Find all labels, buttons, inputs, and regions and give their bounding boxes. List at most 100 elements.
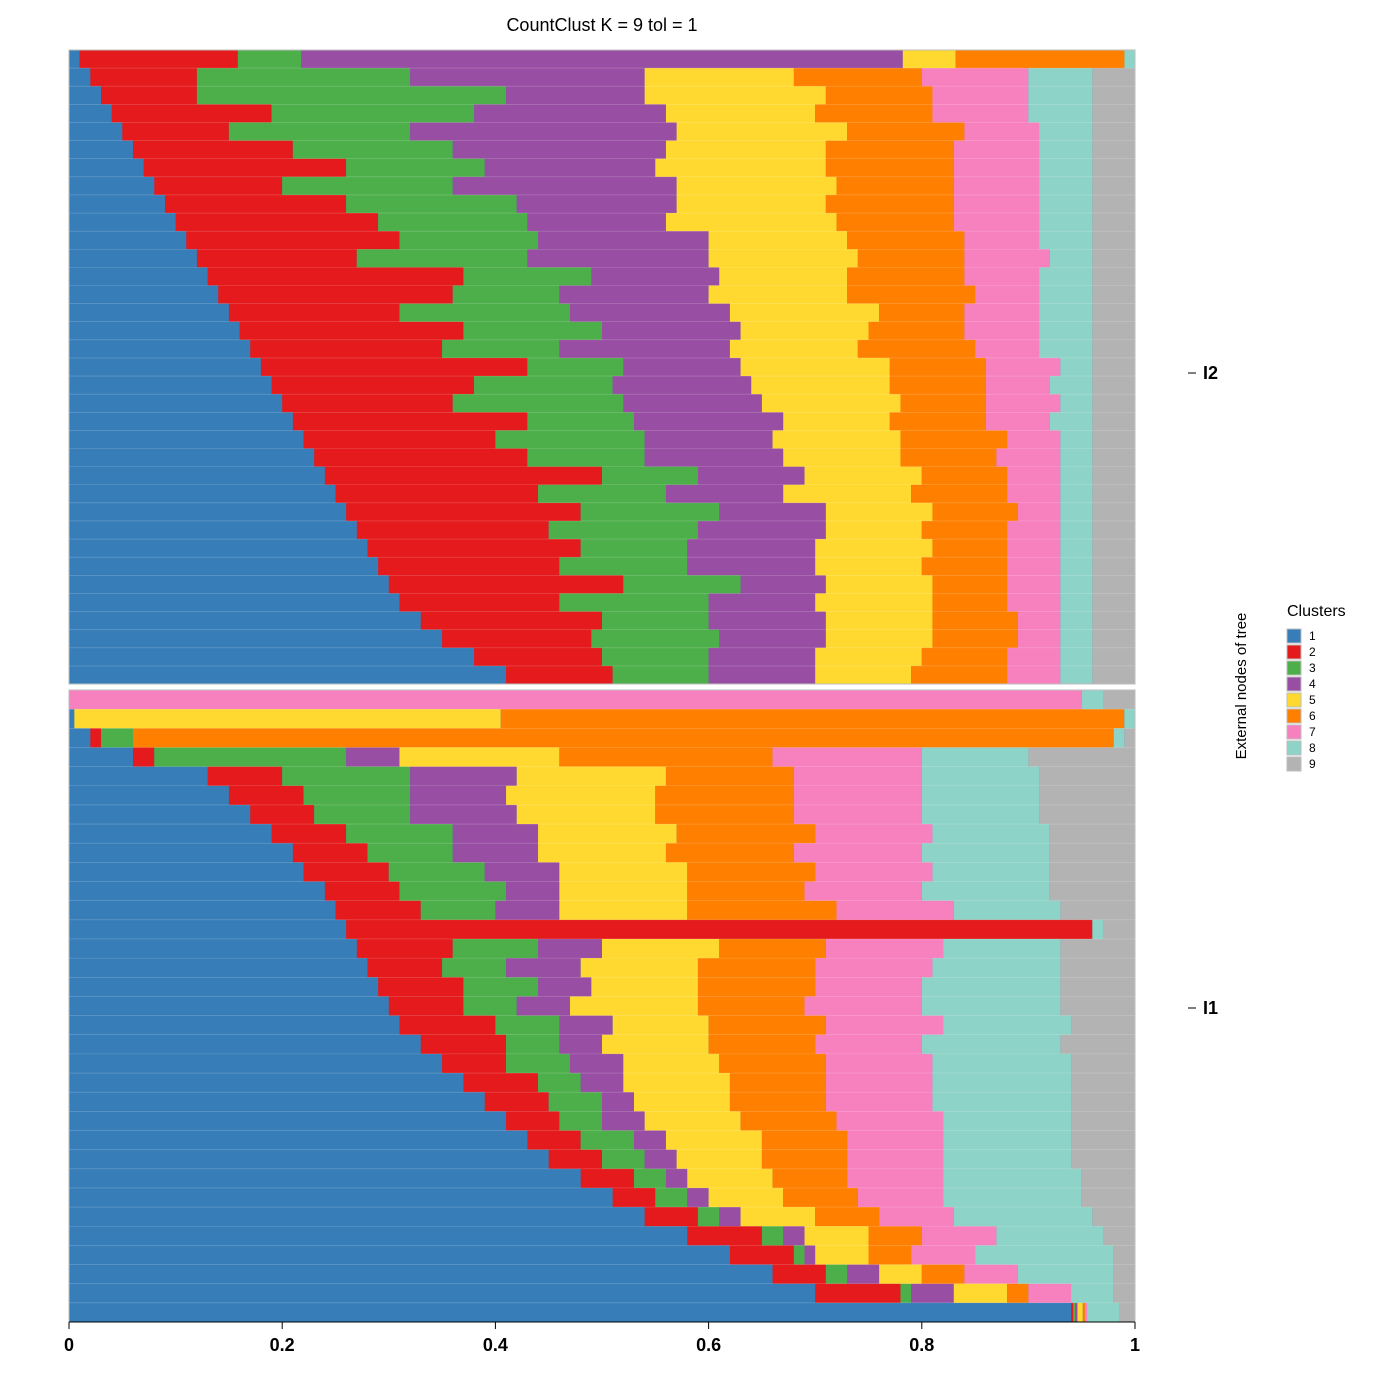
bar-segment [1060,520,1093,540]
bar-segment [1039,321,1093,341]
bar-segment [602,321,741,341]
legend-swatch [1286,740,1302,756]
bar-segment [825,575,933,594]
x-tick-label: 0.6 [696,1335,721,1355]
bar-segment [69,629,443,649]
bar-segment [69,303,229,323]
legend-label-9: 9 [1309,757,1316,771]
bar-segment [1081,1187,1135,1208]
bar-segment [955,50,1125,69]
bar-segment [69,996,389,1016]
legend-label-1: 1 [1309,629,1316,643]
bar-segment [932,1092,1072,1112]
bar-segment [729,1245,794,1265]
bar-segment [1092,213,1135,232]
bar-segment [911,665,1008,685]
bar-segment [527,357,624,377]
bar-segment [452,938,539,959]
bar-segment [953,1283,1008,1304]
bar-segment [69,448,315,468]
bar-segment [665,766,794,787]
bar-segment [847,1130,944,1151]
bar-segment [1092,158,1135,178]
bar-segment [815,862,933,882]
bar-segment [132,140,293,160]
x-tick-label: 0.2 [270,1335,295,1355]
bar-segment [74,709,501,729]
bar-segment [1092,176,1135,196]
bar-segment [825,86,933,105]
bar-segment [164,194,347,214]
bar-segment [69,747,133,767]
bar-segment [516,194,677,214]
bar-segment [793,804,922,825]
bar-segment [1028,86,1093,105]
bar-segment [559,285,709,304]
bar-segment [932,539,1008,558]
bar-segment [1060,611,1093,631]
bar-segment [239,321,464,341]
bar-segment [975,339,1040,359]
bar-segment [793,843,922,863]
bar-segment [953,176,1040,196]
bar-segment [69,709,75,729]
bar-segment [676,1149,762,1170]
bar-segment [1071,1149,1135,1170]
bar-segment [1049,376,1093,395]
bar-segment [847,122,965,141]
bar-segment [1124,50,1135,69]
x-tick-label: 0.8 [909,1335,934,1355]
bar-segment [132,747,155,767]
bar-segment [932,575,1008,594]
bar-segment [399,231,539,250]
bar-segment [69,539,368,558]
bar-segment [665,213,837,232]
bar-segment [1092,104,1135,123]
bar-segment [69,919,347,940]
bar-segment [452,140,666,160]
bar-segment [154,176,283,196]
bar-segment [943,1111,1072,1131]
bar-segment [825,629,933,649]
bar-segment [697,466,805,486]
bar-segment [996,1226,1104,1246]
bar-segment [1060,996,1135,1016]
bar-segment [825,1053,933,1074]
bar-segment [69,412,293,431]
bar-segment [943,1015,1072,1036]
bar-segment [69,1302,1072,1323]
bar-segment [868,1226,922,1246]
bar-segment [79,50,238,69]
bar-segment [719,1207,741,1227]
bar-segment [1092,394,1135,413]
bar-segment [538,824,677,844]
bar-segment [228,785,304,806]
bar-segment [804,1226,869,1246]
bar-segment [932,1053,1072,1074]
bar-segment [815,647,922,667]
bar-segment [740,1207,816,1227]
bar-segment [697,520,826,540]
bar-segment [1103,690,1135,710]
bar-segment [815,977,922,997]
bar-segment [500,709,1125,729]
bar-segment [303,862,389,882]
bar-segment [1092,249,1135,268]
bar-segment [602,1149,645,1170]
bar-segment [1092,629,1135,649]
bar-segment [921,804,1040,825]
bar-segment [1060,647,1093,667]
bar-segment [825,938,944,959]
bar-segment [356,938,453,959]
bar-segment [452,394,624,413]
bar-segment [1007,557,1061,576]
legend-label-7: 7 [1309,725,1316,739]
bar-segment [1060,448,1093,468]
bar-segment [69,1073,464,1093]
bar-segment [911,484,1008,504]
bar-segment [964,267,1040,286]
bar-segment [356,520,549,540]
bar-segment [442,958,507,978]
bar-segment [687,539,816,558]
